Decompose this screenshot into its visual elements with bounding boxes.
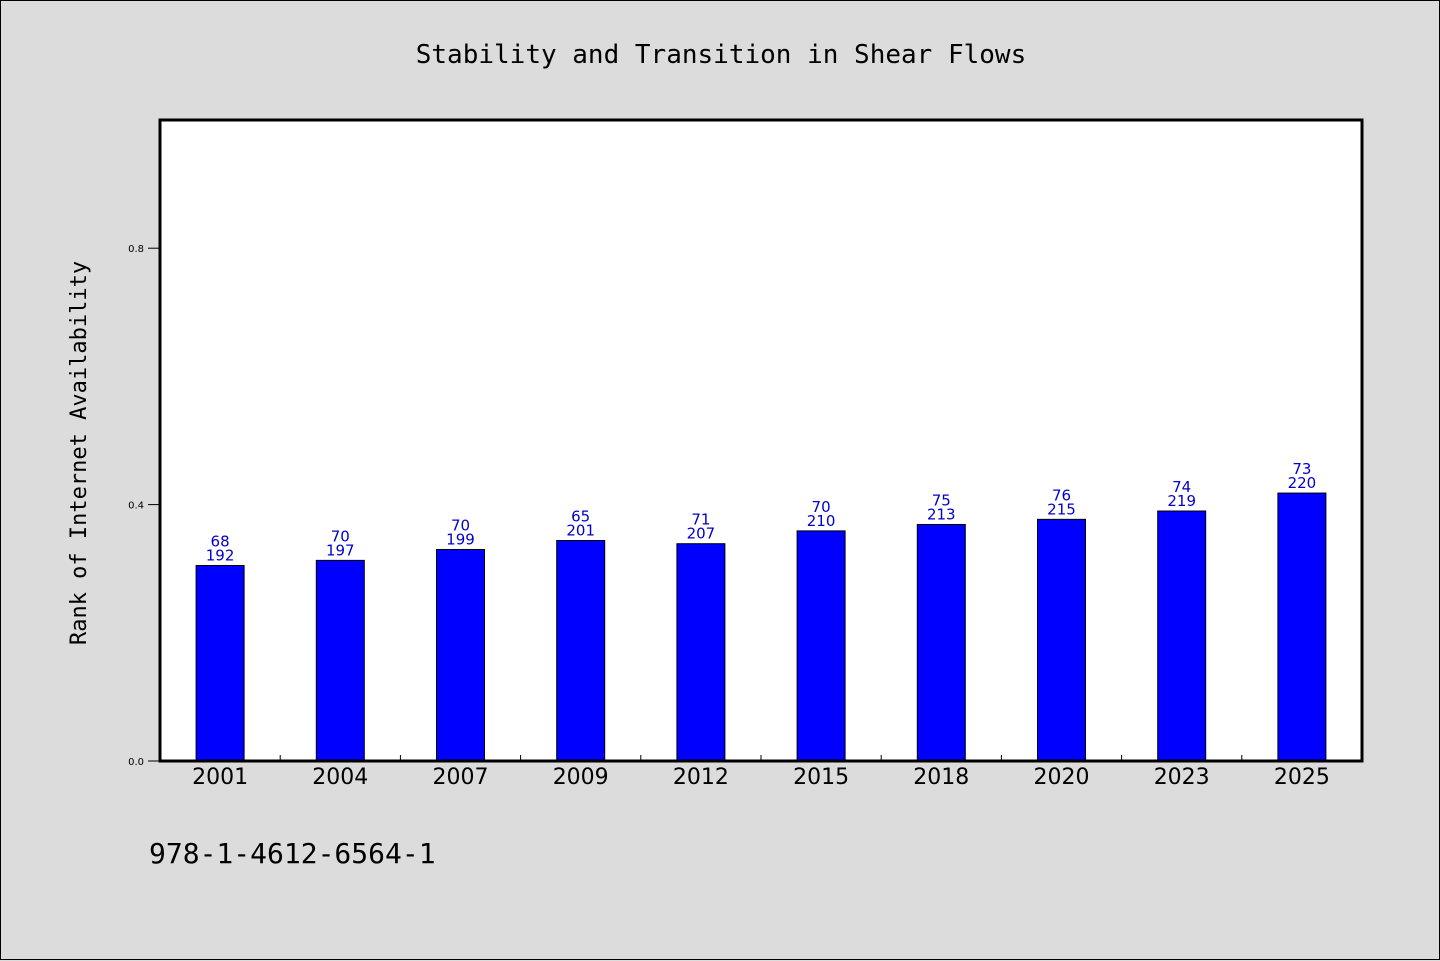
data-label-top-2004: 70 [331, 527, 350, 545]
x-tick-label-2015: 2015 [793, 765, 849, 790]
data-label-bottom-2015: 210 [807, 512, 836, 530]
bar-2004 [315, 559, 365, 762]
x-tick-label-2025: 2025 [1274, 765, 1330, 790]
x-tick-label-2020: 2020 [1034, 765, 1090, 790]
bar-2020 [1037, 518, 1086, 762]
data-label-top-2001: 68 [211, 532, 230, 550]
x-tick-label-2009: 2009 [553, 765, 609, 790]
bar-2001 [195, 564, 245, 762]
data-label-top-2020: 76 [1052, 486, 1071, 504]
data-label-bottom-2004: 197 [326, 541, 355, 559]
data-label-top-2025: 73 [1292, 460, 1311, 478]
x-axis: 2001 2004 2007 2009 2012 2015 2018 2020 2023 2025 [192, 755, 1330, 790]
data-label-top-2015: 70 [812, 498, 831, 516]
bar-2007 [436, 548, 485, 762]
data-label-bottom-2025: 220 [1288, 474, 1317, 492]
x-tick-label-2023: 2023 [1154, 765, 1210, 790]
x-tick-label-2001: 2001 [192, 765, 248, 790]
bar-2018 [916, 523, 966, 762]
bar-2009 [556, 539, 606, 762]
plot-border [158, 118, 1364, 763]
data-label-top-2007: 70 [451, 516, 470, 534]
data-label-bottom-2012: 207 [687, 525, 716, 543]
x-tick-label-2007: 2007 [433, 765, 489, 790]
data-label-bottom-2020: 215 [1047, 500, 1076, 518]
bar-2023 [1157, 510, 1207, 762]
data-label-bottom-2001: 192 [206, 546, 235, 564]
bar-2025 [1277, 492, 1327, 762]
y-tick-label-0.4: 0.4 [128, 501, 144, 512]
data-label-top-2012: 71 [691, 511, 710, 529]
x-tick-label-2018: 2018 [913, 765, 969, 790]
x-tick-label-2012: 2012 [673, 765, 729, 790]
chart-title: Stability and Transition in Shear Flows [416, 40, 1026, 70]
data-label-top-2018: 75 [932, 491, 951, 509]
data-label-bottom-2009: 201 [566, 521, 595, 539]
bars-layer [195, 492, 1327, 762]
bar-2015 [796, 530, 846, 762]
data-label-bottom-2023: 219 [1167, 492, 1196, 510]
bar-2012 [676, 543, 726, 762]
data-label-top-2009: 65 [571, 507, 590, 525]
data-label-bottom-2007: 199 [446, 530, 475, 548]
y-axis: 0.0 0.4 0.8 [128, 244, 160, 768]
x-tick-label-2004: 2004 [312, 765, 368, 790]
y-tick-label-0.0: 0.0 [128, 757, 144, 768]
y-tick-label-0.8: 0.8 [128, 244, 144, 255]
footnote-isbn: 978-1-4612-6564-1 [149, 837, 436, 870]
data-label-top-2023: 74 [1172, 478, 1191, 496]
data-label-bottom-2018: 213 [927, 505, 956, 523]
y-axis-label: Rank of Internet Availability [67, 261, 92, 645]
